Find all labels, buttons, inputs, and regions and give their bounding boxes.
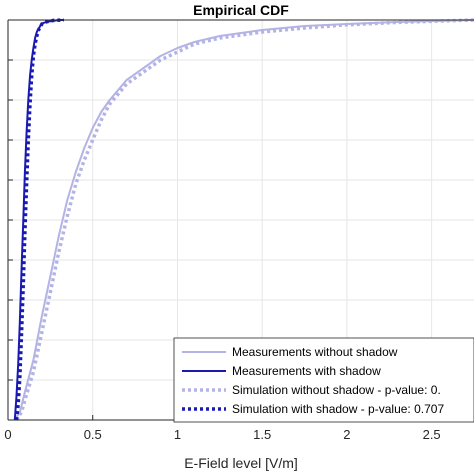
x-tick-label: 0	[4, 427, 11, 442]
series-line	[15, 18, 474, 421]
x-tick-label: 0.5	[84, 427, 102, 442]
legend-entry: Simulation with shadow - p-value: 0.707	[232, 402, 444, 416]
series-line	[14, 18, 64, 421]
legend: Measurements without shadow Measurements …	[173, 337, 474, 423]
chart-title: Empirical CDF	[193, 2, 289, 18]
x-tick-label: 1.5	[253, 427, 271, 442]
series-layer	[13, 18, 474, 421]
x-axis-label: E-Field level [V/m]	[184, 455, 298, 471]
x-tick-label: 2.5	[423, 427, 441, 442]
legend-entry: Simulation without shadow - p-value: 0.	[232, 383, 441, 397]
legend-entry: Measurements without shadow	[232, 345, 398, 359]
series-line	[13, 19, 474, 421]
legend-entry: Measurements with shadow	[232, 364, 381, 378]
x-tick-label: 2	[343, 427, 350, 442]
x-tick-label: 1	[174, 427, 181, 442]
y-ticks	[8, 19, 13, 421]
